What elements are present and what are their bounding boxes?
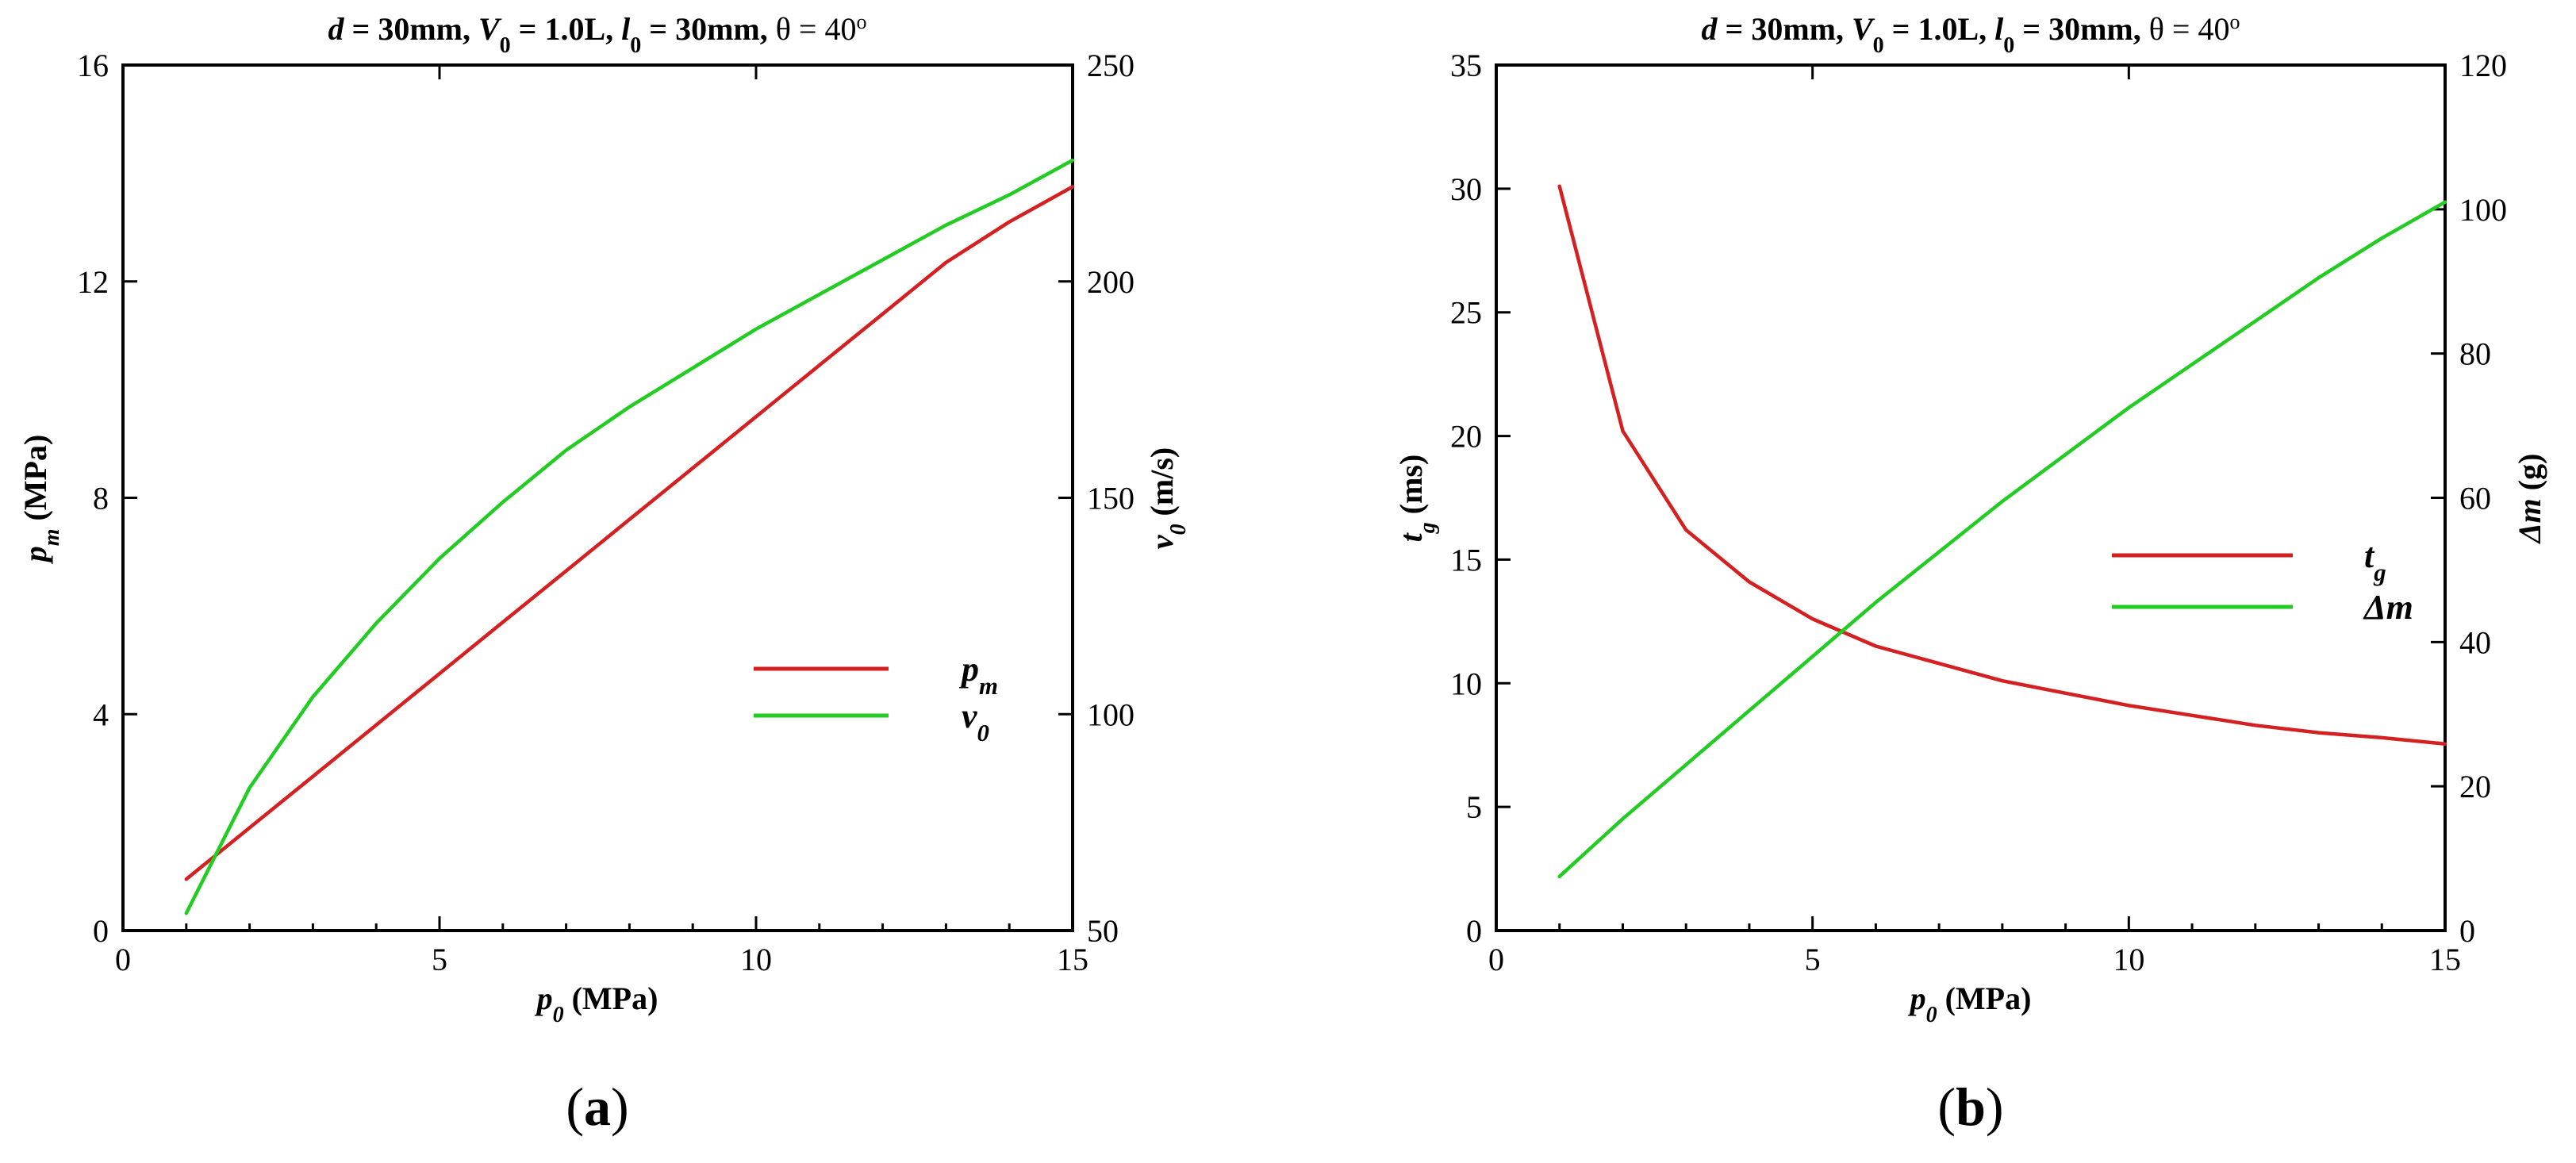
x-tick-label: 10 [740,942,772,977]
y-tick-label: 5 [1466,789,1482,825]
y2-axis-label: v0 (m/s) [1144,447,1191,549]
y-tick-label: 20 [1450,419,1482,455]
y-tick-label: 30 [1450,171,1482,207]
y-axis-label: pm (MPa) [17,435,64,565]
chart-title: d = 30mm, V0 = 1.0L, l0 = 30mm, θ = 40o [1702,10,2240,58]
legend-label-pm: pm [958,650,998,700]
y2-tick-label: 60 [2459,481,2491,516]
plot-frame [1495,63,2447,932]
legend-label-v0: v0 [962,697,989,747]
panel-label: (a) [566,1077,628,1137]
series-line-Δm [1557,200,2447,879]
y2-tick-label: 200 [1087,264,1134,300]
y2-tick-label: 120 [2459,48,2507,83]
y-tick-label: 35 [1450,48,1482,83]
chart-panel-a: d = 30mm, V0 = 1.0L, l0 = 30mm, θ = 40o 0… [17,10,1191,1138]
y2-tick-label: 40 [2459,624,2491,660]
y2-tick-label: 250 [1087,48,1134,83]
y2-tick-label: 80 [2459,336,2491,372]
series-line-v0 [184,158,1075,915]
y-tick-label: 15 [1450,542,1482,578]
y2-axis-label: Δm (g) [2512,454,2547,545]
x-tick-label: 15 [1057,942,1088,977]
y-tick-label: 0 [1466,913,1482,949]
x-tick-label: 5 [432,942,447,977]
y-tick-label: 10 [1450,666,1482,701]
legend-label-Δm: Δm [2363,588,2413,627]
series-line-tg [1557,184,2447,746]
panel-label: (b) [1937,1077,2003,1137]
legend-label-tg: tg [2364,536,2386,586]
y-tick-label: 25 [1450,295,1482,331]
x-tick-label: 5 [1805,942,1821,977]
x-tick-label: 0 [1488,942,1504,977]
y-tick-label: 4 [93,697,109,732]
y2-tick-label: 100 [1087,697,1134,732]
x-tick-label: 10 [2113,942,2144,977]
y2-tick-label: 0 [2459,913,2475,949]
chart-title: d = 30mm, V0 = 1.0L, l0 = 30mm, θ = 40o [328,10,867,58]
y2-tick-label: 50 [1087,913,1119,949]
x-axis-label: p0 (MPa) [535,981,658,1027]
y2-tick-label: 100 [2459,192,2507,228]
y2-tick-label: 150 [1087,481,1134,516]
x-tick-label: 15 [2429,942,2461,977]
plot-frame [121,63,1074,932]
x-tick-label: 0 [115,942,131,977]
y-tick-label: 0 [93,913,109,949]
y-axis-label: tg (ms) [1393,455,1440,543]
y-tick-label: 16 [77,48,109,83]
y2-tick-label: 20 [2459,769,2491,804]
y-tick-label: 12 [77,264,109,300]
x-axis-label: p0 (MPa) [1908,981,2032,1027]
y-tick-label: 8 [93,481,109,516]
chart-panel-b: d = 30mm, V0 = 1.0L, l0 = 30mm, θ = 40o 0… [1393,10,2547,1138]
series-line-pm [184,185,1075,881]
